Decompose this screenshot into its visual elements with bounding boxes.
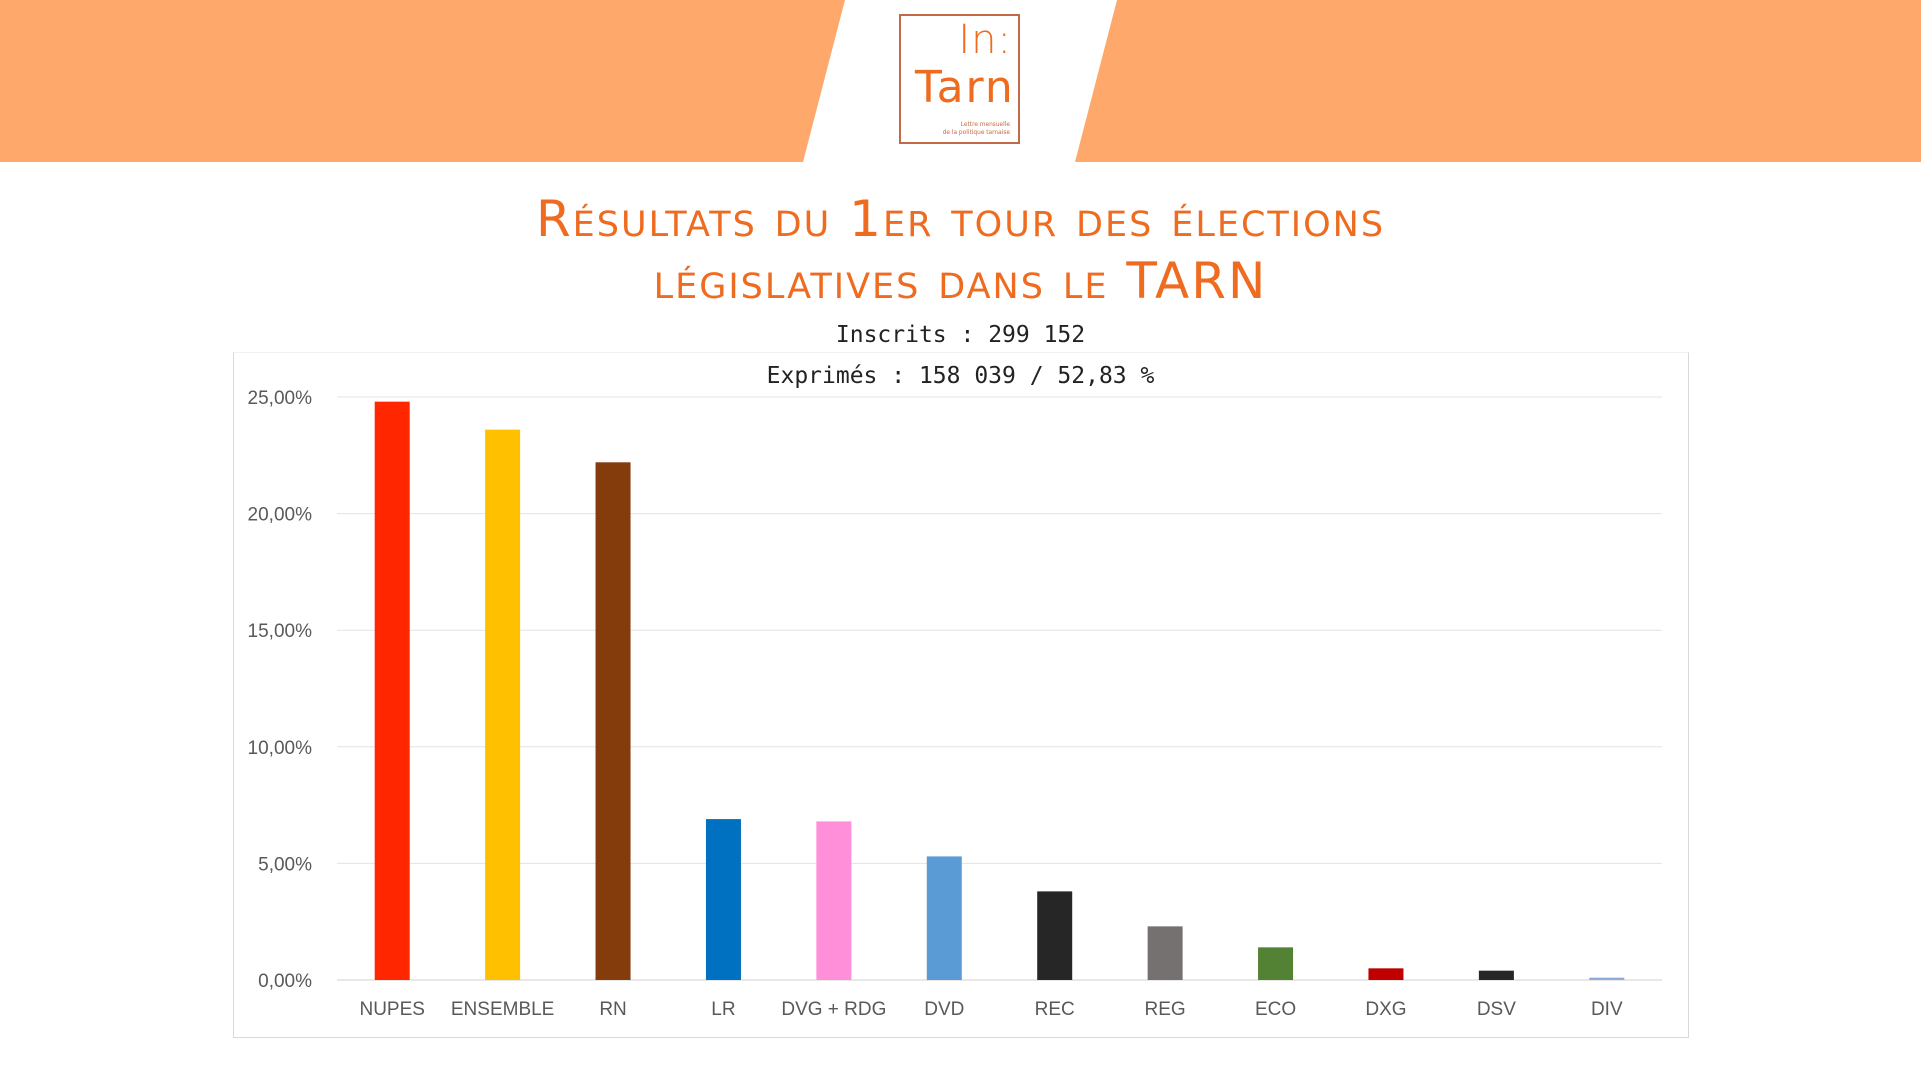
y-tick-label: 25,00% <box>248 388 313 409</box>
bar <box>1037 891 1073 980</box>
page-title-line2: législatives dans le TARN <box>653 252 1268 310</box>
page-title: Résultats du 1er tour des élections légi… <box>0 188 1921 312</box>
x-category-label: DVD <box>924 999 964 1020</box>
x-category-label: DSV <box>1477 999 1516 1020</box>
in-tarn-logo: In: Tarn Lettre mensuelle de la politiqu… <box>899 14 1020 144</box>
header-band-left <box>0 0 845 162</box>
header-band-right <box>1075 0 1921 162</box>
y-tick-label: 20,00% <box>248 505 313 526</box>
x-category-label: DXG <box>1365 999 1406 1020</box>
bar <box>1368 968 1404 980</box>
bar <box>485 429 521 980</box>
x-category-label: NUPES <box>359 999 424 1020</box>
logo-tarn-text: Tarn <box>915 62 1015 113</box>
bar <box>816 821 852 980</box>
x-category-label: ENSEMBLE <box>451 999 554 1020</box>
logo-tagline: Lettre mensuelle de la politique tarnais… <box>900 120 1010 136</box>
x-category-label: ECO <box>1255 999 1296 1020</box>
y-tick-label: 10,00% <box>248 738 313 759</box>
bar <box>1478 970 1514 980</box>
x-category-label: RN <box>599 999 626 1020</box>
x-category-label: DVG + RDG <box>781 999 886 1020</box>
bar <box>926 856 962 980</box>
x-category-label: DIV <box>1591 999 1623 1020</box>
registered-voters-text: Inscrits : 299 152 <box>835 322 1086 348</box>
bar <box>1589 977 1625 980</box>
bar <box>705 819 741 980</box>
logo-tagline-line1: Lettre mensuelle <box>960 120 1010 128</box>
x-category-label: LR <box>711 999 735 1020</box>
logo-in-text: In: <box>958 17 1012 63</box>
x-category-label: REC <box>1035 999 1075 1020</box>
page-title-line1: Résultats du 1er tour des élections <box>535 190 1386 248</box>
y-tick-label: 5,00% <box>258 854 312 875</box>
x-category-label: REG <box>1145 999 1186 1020</box>
bar <box>1258 947 1294 980</box>
bar <box>374 401 410 980</box>
bar <box>595 462 631 980</box>
bar <box>1147 926 1183 980</box>
votes-cast-text: Exprimés : 158 039 / 52,83 % <box>766 363 1155 389</box>
logo-tagline-line2: de la politique tarnaise <box>942 128 1010 136</box>
y-tick-label: 15,00% <box>248 621 313 642</box>
y-tick-label: 0,00% <box>258 971 312 992</box>
header-band <box>0 0 1921 162</box>
chart-frame <box>233 352 1689 1038</box>
